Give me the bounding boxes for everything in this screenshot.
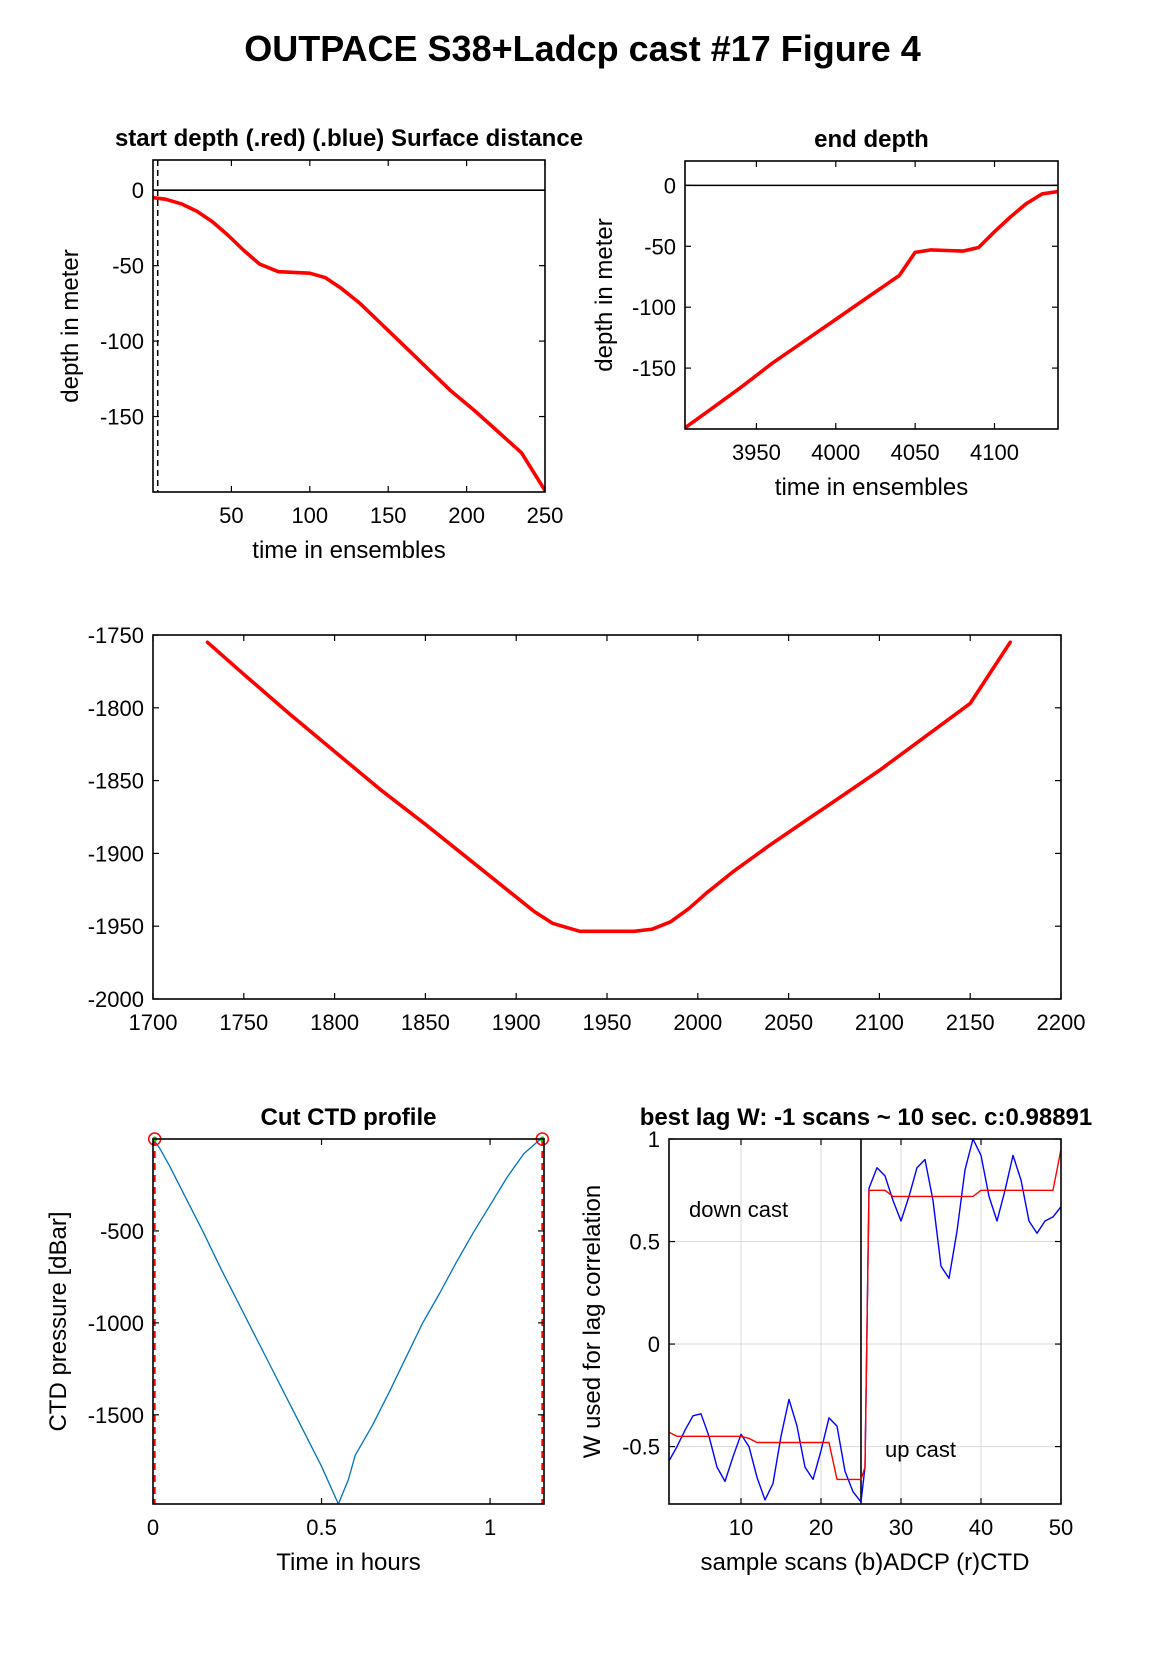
y-tick-label: -2000 — [88, 987, 144, 1012]
y-tick-label: 1 — [648, 1127, 660, 1152]
y-axis-label: W used for lag correlation — [579, 1185, 606, 1458]
x-tick-label: 1900 — [492, 1010, 541, 1035]
x-tick-label: 2200 — [1037, 1010, 1086, 1035]
chart-bottom-depth: 1700 1750 1800 1850 1900 1950 2000 2050 2100 2150… — [88, 623, 1086, 1035]
y-axis-label: depth in meter — [57, 249, 84, 402]
series-line-0 — [205, 640, 1013, 934]
y-tick-label: -500 — [100, 1219, 144, 1244]
x-tick-label: 150 — [370, 503, 407, 528]
annotation-label: up cast — [885, 1437, 956, 1462]
y-tick-label: -50 — [644, 234, 676, 259]
y-tick-label: -1800 — [88, 696, 144, 721]
x-tick-label: 1 — [484, 1515, 496, 1540]
data-layer — [153, 195, 545, 492]
x-tick-label: 1850 — [401, 1010, 450, 1035]
y-tick-label: -100 — [632, 295, 676, 320]
y-tick-label: -50 — [112, 254, 144, 279]
y-tick-label: 0 — [664, 173, 676, 198]
x-tick-label: 200 — [448, 503, 485, 528]
x-tick-label: 40 — [969, 1515, 993, 1540]
y-tick-label: -100 — [100, 329, 144, 354]
y-tick-label: -1950 — [88, 914, 144, 939]
series-line-0 — [153, 1139, 542, 1504]
plot-area — [153, 160, 545, 492]
data-layer — [205, 640, 1013, 934]
plot-area — [153, 1139, 544, 1504]
x-tick-label: 1750 — [219, 1010, 268, 1035]
x-tick-label: 0.5 — [306, 1515, 337, 1540]
series-line-0 — [153, 195, 545, 492]
y-tick-label: -1500 — [88, 1403, 144, 1428]
axes-box — [152, 159, 546, 493]
chart-title: best lag W: -1 scans ~ 10 sec. c:0.98891 — [640, 1104, 1092, 1131]
x-tick-label: 250 — [527, 503, 564, 528]
axes-box — [668, 1138, 1062, 1505]
y-axis-label: CTD pressure [dBar] — [45, 1211, 72, 1431]
plot-area — [153, 635, 1061, 999]
y-tick-label: -150 — [100, 405, 144, 430]
x-axis-label: sample scans (b)ADCP (r)CTD — [701, 1549, 1030, 1576]
x-tick-label: 50 — [219, 503, 243, 528]
y-tick-label: -1750 — [88, 623, 144, 648]
annotation-label: down cast — [689, 1197, 788, 1222]
x-tick-label: 30 — [889, 1515, 913, 1540]
x-tick-label: 4050 — [891, 440, 940, 465]
y-tick-label: -1900 — [88, 841, 144, 866]
chart-title: start depth (.red) (.blue) Surface dista… — [115, 125, 583, 152]
data-layer — [685, 189, 1058, 429]
axes-box — [684, 160, 1059, 430]
x-axis-label: time in ensembles — [775, 474, 968, 501]
x-axis-label: time in ensembles — [252, 537, 445, 564]
x-tick-label: 100 — [291, 503, 328, 528]
y-tick-label: 0 — [132, 178, 144, 203]
figure-title: OUTPACE S38+Ladcp cast #17 Figure 4 — [244, 28, 921, 69]
x-tick-label: 2000 — [673, 1010, 722, 1035]
x-tick-label: 0 — [147, 1515, 159, 1540]
series-line-0 — [685, 189, 1058, 429]
x-axis-label: Time in hours — [276, 1549, 421, 1576]
chart-cut-ctd-profile: 0 0.5 1 -1500 -1000 -500 Time in hours CTD pres… — [45, 1104, 550, 1576]
y-tick-label: 0 — [648, 1332, 660, 1357]
x-tick-label: 20 — [809, 1515, 833, 1540]
x-tick-label: 2150 — [946, 1010, 995, 1035]
x-tick-label: 1800 — [310, 1010, 359, 1035]
y-axis-label: depth in meter — [591, 218, 618, 371]
chart-title: Cut CTD profile — [261, 1104, 437, 1131]
y-tick-label: -1850 — [88, 769, 144, 794]
x-tick-label: 50 — [1049, 1515, 1073, 1540]
y-tick-label: -0.5 — [622, 1435, 660, 1460]
x-tick-label: 1700 — [129, 1010, 178, 1035]
x-tick-label: 4000 — [811, 440, 860, 465]
y-tick-label: -150 — [632, 356, 676, 381]
y-tick-label: 0.5 — [629, 1230, 660, 1255]
chart-end-depth: 3950 4000 4050 4100 -150 -100 -50 0 time in ense… — [591, 126, 1059, 501]
data-layer — [669, 1139, 1061, 1503]
x-tick-label: 4100 — [970, 440, 1019, 465]
axes-box — [152, 1138, 545, 1505]
x-tick-label: 1950 — [583, 1010, 632, 1035]
data-layer — [153, 1139, 542, 1504]
x-tick-label: 2100 — [855, 1010, 904, 1035]
chart-best-lag: down cast up cast 10 20 30 40 50 -0.5 0 0.5 1 sampl… — [579, 1104, 1092, 1576]
series-line-ctd — [669, 1148, 1061, 1481]
x-tick-label: 10 — [729, 1515, 753, 1540]
chart-title: end depth — [814, 126, 929, 153]
x-tick-label: 3950 — [732, 440, 781, 465]
y-tick-label: -1000 — [88, 1311, 144, 1336]
chart-start-depth: 50 100 150 200 250 -150 -100 -50 0 time in ensemb… — [57, 125, 583, 564]
x-tick-label: 2050 — [764, 1010, 813, 1035]
